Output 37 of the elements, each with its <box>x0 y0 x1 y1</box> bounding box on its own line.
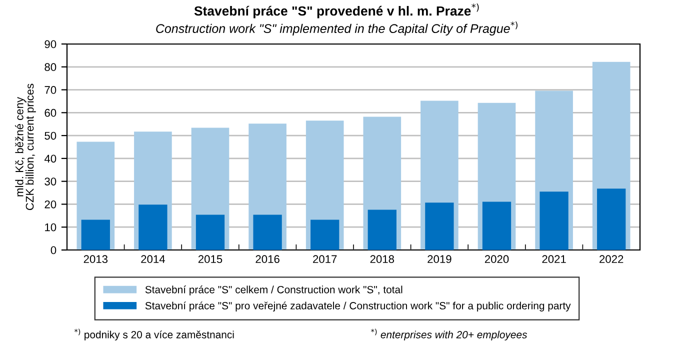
y-tick-label: 70 <box>44 86 56 94</box>
bar <box>138 204 168 250</box>
y-tick-label: 20 <box>44 200 56 208</box>
y-tick-label: 10 <box>45 223 56 232</box>
bar <box>425 202 454 250</box>
bar <box>81 220 110 250</box>
bar <box>253 214 282 250</box>
bar <box>196 214 225 250</box>
x-tick-label: 2015 <box>198 255 222 264</box>
x-tick-label: 2021 <box>542 255 566 264</box>
bar <box>540 192 568 250</box>
text: $^{*)}$ podniky s 20 a více zaměstnanci <box>74 328 234 340</box>
chart-title: Stavební práce "S" provedené v hl. m. Praze$^{*)}$ <box>194 3 479 18</box>
y-tick-label: 90 <box>44 40 56 48</box>
x-tick-label: 2022 <box>600 255 624 264</box>
x-tick-label: 2017 <box>313 255 337 264</box>
legend-label: Stavební práce "S" celkem / Construction work "S", total <box>145 286 402 296</box>
x-tick-label: 2014 <box>141 255 165 264</box>
x-tick-label: 2019 <box>428 255 452 264</box>
x-tick-label: 2016 <box>256 255 280 264</box>
bar <box>482 202 512 250</box>
y-tick-label: 60 <box>44 108 56 117</box>
y-tick-label: 80 <box>44 63 56 72</box>
chart-subtitle: Construction work "S" implemented in the Capital City of Prague$^{*)}$ <box>156 21 518 36</box>
y-axis-title: mld. Kč, běžné ceny CZK billion, current prices <box>15 84 36 210</box>
legend-label: Stavební práce "S" pro veřejné zadavatele / Construction work "S" for a public ordering party <box>145 302 571 312</box>
bar <box>368 210 396 250</box>
bar <box>310 220 340 250</box>
y-tick-label: 50 <box>44 132 56 140</box>
y-tick-label: 40 <box>44 154 56 163</box>
text: $^{*)}$ enterprises with 20+ employees <box>371 328 528 340</box>
y-tick-label: 30 <box>44 178 56 186</box>
x-tick-label: 2018 <box>370 255 394 264</box>
bar <box>597 188 626 250</box>
x-tick-label: 2020 <box>484 255 509 264</box>
x-tick-label: 2013 <box>84 255 108 264</box>
y-tick-label: 0 <box>50 246 56 254</box>
